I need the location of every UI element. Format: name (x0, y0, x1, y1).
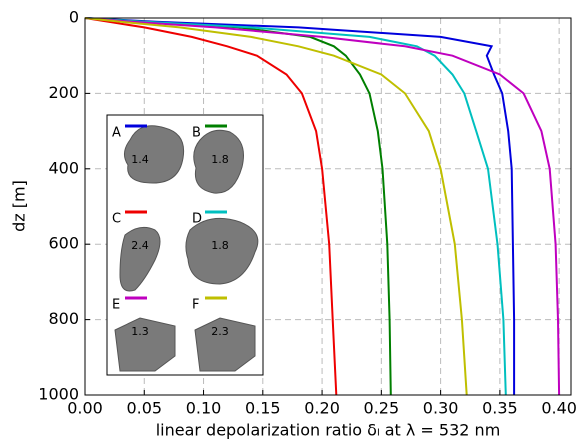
particle-shape (119, 226, 161, 292)
legend-label: D (192, 212, 202, 227)
y-tick-label: 600 (48, 234, 79, 253)
legend-label: E (112, 298, 120, 313)
y-tick-label: 800 (48, 309, 79, 328)
legend-label: A (112, 126, 121, 141)
y-tick-label: 400 (48, 158, 79, 177)
x-tick-label: 0.10 (186, 399, 222, 418)
aspect-label: 1.4 (131, 153, 149, 166)
data-line (84, 17, 507, 396)
x-tick-label: 0.25 (364, 399, 400, 418)
y-axis-title: dz [m] (10, 180, 29, 232)
y-tick-label: 200 (48, 83, 79, 102)
data-line (84, 17, 338, 396)
x-tick-label: 0.05 (126, 399, 162, 418)
x-tick-label: 0.20 (304, 399, 340, 418)
data-line (84, 17, 561, 396)
particle-shape (124, 125, 185, 184)
aspect-label: 1.8 (211, 153, 229, 166)
plot-frame (84, 17, 572, 396)
y-tick-label: 1000 (38, 385, 79, 404)
aspect-label: 1.3 (131, 325, 149, 338)
x-tick-label: 0.35 (482, 399, 518, 418)
legend-label: B (192, 126, 201, 141)
data-line (84, 17, 468, 396)
particle-shape (194, 317, 256, 372)
legend-label: C (112, 212, 121, 227)
particle-shape (185, 217, 259, 285)
aspect-label: 2.3 (211, 325, 229, 338)
y-tick-label: 0 (69, 8, 79, 27)
data-line (84, 17, 516, 395)
x-tick-label: 0.00 (67, 399, 103, 418)
aspect-label: 2.4 (131, 239, 149, 252)
x-tick-label: 0.30 (423, 399, 459, 418)
x-axis-title: linear depolarization ratio δₗ at λ = 53… (156, 421, 501, 440)
legend-label: F (192, 298, 199, 313)
particle-shape (114, 317, 176, 372)
x-tick-label: 0.40 (541, 399, 577, 418)
x-tick-label: 0.15 (245, 399, 281, 418)
aspect-label: 1.8 (211, 239, 229, 252)
particle-shape (193, 129, 244, 194)
